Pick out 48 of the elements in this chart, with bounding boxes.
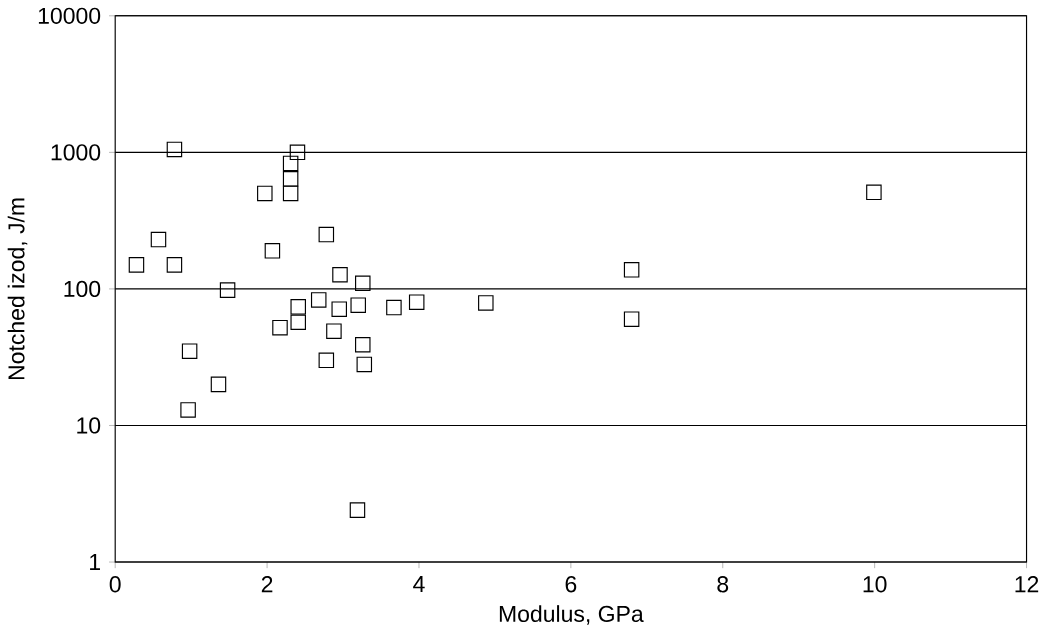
point [290, 298, 306, 315]
point [356, 356, 373, 372]
y-tick-label: 10000 [38, 7, 101, 24]
x-tick-label: 6 [565, 575, 577, 593]
y-tick-label: 1 [90, 553, 100, 570]
x-tick-label: 2 [261, 575, 273, 592]
point [166, 256, 183, 273]
point [272, 319, 288, 336]
point [282, 185, 299, 202]
point [257, 185, 273, 202]
point [318, 226, 335, 243]
point [350, 297, 366, 313]
point [150, 231, 167, 248]
point [355, 275, 371, 291]
point [326, 323, 342, 339]
point [289, 144, 306, 160]
point [318, 352, 335, 368]
point [332, 266, 348, 283]
y-tick-label: 1000 [51, 144, 101, 161]
point [210, 376, 227, 392]
x-tick-label: 10 [863, 575, 887, 593]
x-tick-label: 4 [413, 575, 425, 592]
point [282, 155, 299, 171]
point [623, 261, 640, 278]
point [310, 292, 327, 308]
point [181, 343, 198, 359]
point [219, 282, 236, 298]
x-tick-label: 12 [1015, 575, 1039, 592]
x-tick-label: 0 [109, 575, 121, 593]
point [355, 336, 371, 353]
point [128, 256, 145, 273]
point [264, 242, 281, 259]
point [623, 311, 640, 327]
point [408, 294, 425, 310]
y-tick-label: 10 [77, 417, 101, 434]
point [166, 141, 183, 158]
point [866, 184, 882, 200]
point [478, 294, 494, 311]
point [331, 301, 347, 317]
point [349, 502, 366, 518]
y-axis-title: Notched izod, J/m [7, 198, 28, 379]
point [180, 401, 196, 418]
x-axis-title: Modulus, GPa [499, 604, 644, 625]
point [290, 314, 306, 330]
x-tick-label: 8 [717, 575, 729, 593]
point [386, 299, 402, 316]
point [282, 170, 299, 187]
y-tick-label: 100 [64, 280, 101, 297]
